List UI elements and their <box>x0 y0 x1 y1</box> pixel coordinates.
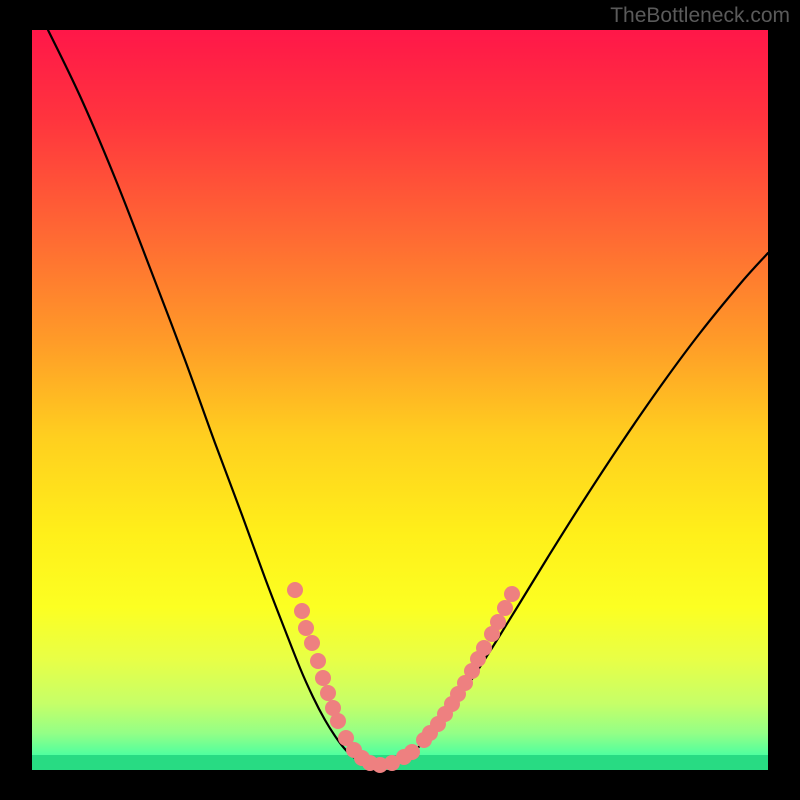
curve-marker <box>476 640 492 656</box>
curve-marker <box>330 713 346 729</box>
curve-marker <box>310 653 326 669</box>
watermark-text: TheBottleneck.com <box>610 4 790 28</box>
curve-marker <box>320 685 336 701</box>
curve-marker <box>298 620 314 636</box>
curve-marker <box>490 614 506 630</box>
curve-marker <box>294 603 310 619</box>
curve-marker <box>404 744 420 760</box>
curve-marker <box>287 582 303 598</box>
gradient-background <box>32 30 768 770</box>
chart-canvas <box>0 0 800 800</box>
curve-marker <box>497 600 513 616</box>
curve-marker <box>304 635 320 651</box>
curve-marker <box>315 670 331 686</box>
curve-marker <box>504 586 520 602</box>
